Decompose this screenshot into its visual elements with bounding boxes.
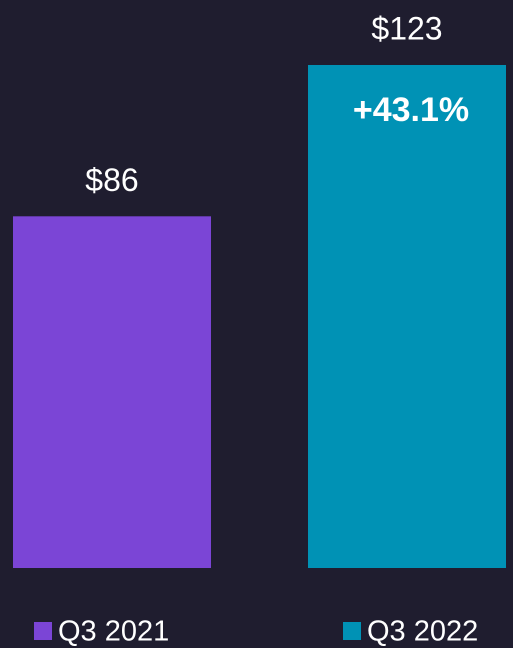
legend-label: Q3 2021 bbox=[58, 616, 169, 648]
legend-swatch bbox=[343, 622, 361, 640]
annotation: +43.1% bbox=[353, 91, 469, 129]
bar bbox=[13, 216, 211, 568]
value-label: $123 bbox=[371, 10, 442, 46]
legend-swatch bbox=[34, 622, 52, 640]
value-label: $86 bbox=[85, 162, 138, 198]
legend-label: Q3 2022 bbox=[367, 616, 478, 648]
bar bbox=[308, 65, 506, 568]
